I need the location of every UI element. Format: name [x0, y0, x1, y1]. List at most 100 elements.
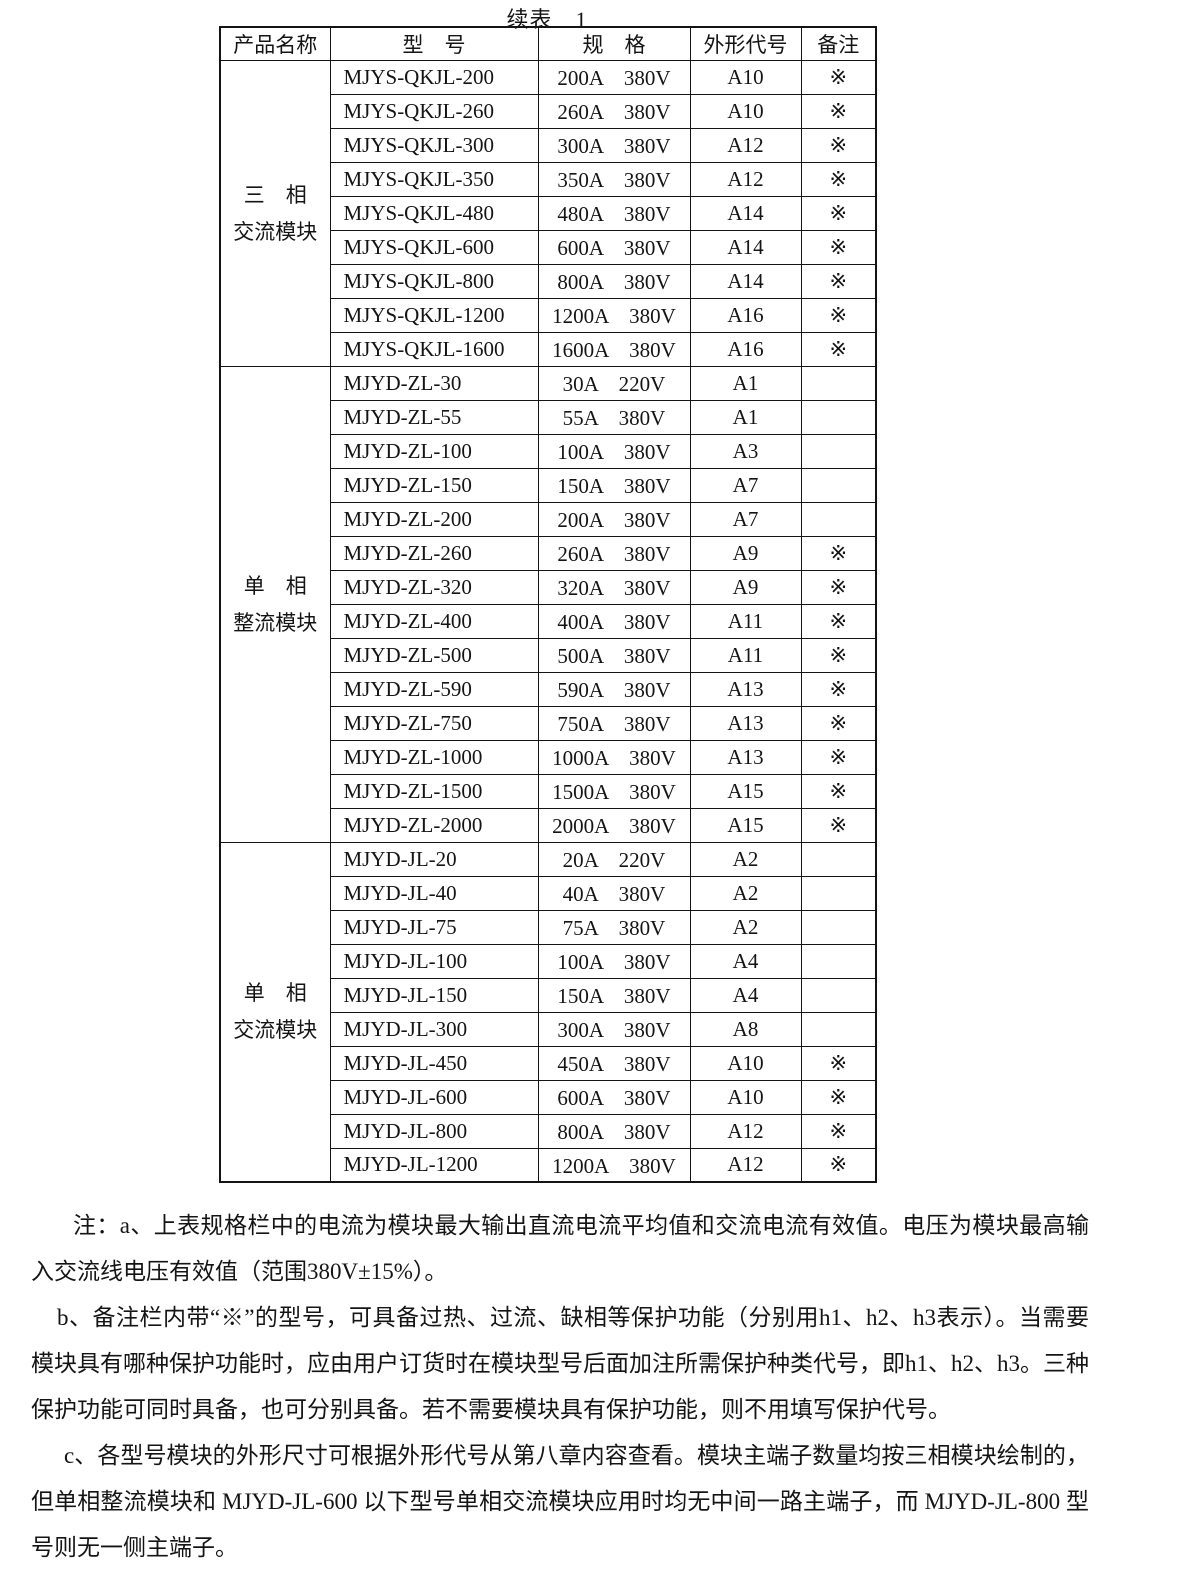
code-cell: A7	[689, 467, 802, 503]
spec-cell: 350A 380V	[537, 161, 691, 197]
code-cell: A2	[689, 841, 802, 877]
model-cell: MJYD-ZL-1500	[329, 773, 539, 809]
remark-cell: ※	[800, 637, 877, 673]
remark-cell: ※	[800, 671, 877, 707]
code-cell: A7	[689, 501, 802, 537]
table-row: MJYS-QKJL-480 480A 380V A14 ※	[220, 195, 877, 231]
table-header-row: 产品名称 型 号 规 格 外形代号 备注	[219, 26, 877, 61]
code-cell: A12	[689, 161, 802, 197]
spec-cell: 800A 380V	[537, 263, 691, 299]
remark-cell: ※	[800, 229, 877, 265]
product-group-name-line: 交流模块	[233, 1018, 318, 1043]
model-cell: MJYD-JL-300	[329, 1011, 539, 1047]
remark-cell	[800, 399, 877, 435]
model-cell: MJYD-JL-75	[329, 909, 539, 945]
spec-cell: 260A 380V	[537, 535, 691, 571]
model-cell: MJYS-QKJL-1600	[329, 331, 539, 367]
table-row: MJYS-QKJL-1200 1200A 380V A16 ※	[220, 297, 877, 333]
product-table-body: 三 相交流模块 MJYS-QKJL-200 200A 380V A10 ※ MJYS-QK…	[219, 59, 877, 1183]
code-cell: A9	[689, 569, 802, 605]
spec-cell: 2000A 380V	[537, 807, 691, 843]
remark-cell: ※	[800, 297, 877, 333]
table-row: MJYD-ZL-200 200A 380V A7	[220, 501, 877, 537]
table-row: 单 相整流模块 MJYD-ZL-30 30A 220V A1	[219, 365, 877, 843]
spec-cell: 800A 380V	[537, 1113, 691, 1149]
model-cell: MJYS-QKJL-260	[329, 93, 539, 129]
model-cell: MJYD-ZL-30	[329, 365, 539, 401]
column-header-model: 型 号	[329, 26, 539, 61]
code-cell: A10	[689, 1045, 802, 1081]
table-row: MJYD-ZL-1000 1000A 380V A13 ※	[220, 739, 877, 775]
model-cell: MJYS-QKJL-200	[329, 59, 539, 95]
table-row: MJYD-ZL-750 750A 380V A13 ※	[220, 705, 877, 741]
model-cell: MJYD-ZL-55	[329, 399, 539, 435]
code-cell: A14	[689, 263, 802, 299]
spec-cell: 600A 380V	[537, 229, 691, 265]
spec-cell: 300A 380V	[537, 1011, 691, 1047]
product-group-label: 单 相整流模块	[219, 365, 331, 843]
column-header-shape-code: 外形代号	[689, 26, 802, 61]
column-header-product-name: 产品名称	[219, 26, 331, 61]
code-cell: A10	[689, 1079, 802, 1115]
remark-cell: ※	[800, 93, 877, 129]
model-cell: MJYS-QKJL-800	[329, 263, 539, 299]
model-cell: MJYD-ZL-150	[329, 467, 539, 503]
note-paragraph: b、备注栏内带“※”的型号，可具备过热、过流、缺相等保护功能（分别用h1、h2、…	[31, 1305, 1089, 1422]
table-row: MJYD-JL-450 450A 380V A10 ※	[220, 1045, 877, 1081]
model-cell: MJYD-JL-150	[329, 977, 539, 1013]
remark-cell: ※	[800, 161, 877, 197]
code-cell: A14	[689, 195, 802, 231]
code-cell: A2	[689, 909, 802, 945]
table-row: MJYD-ZL-100 100A 380V A3	[220, 433, 877, 469]
remark-cell: ※	[800, 705, 877, 741]
remark-cell: ※	[800, 535, 877, 571]
spec-cell: 1200A 380V	[537, 297, 691, 333]
table-row: MJYD-JL-40 40A 380V A2	[220, 875, 877, 911]
remark-cell: ※	[800, 773, 877, 809]
table-row: MJYD-JL-1200 1200A 380V A12 ※	[220, 1147, 877, 1183]
code-cell: A12	[689, 1147, 802, 1183]
spec-cell: 300A 380V	[537, 127, 691, 163]
model-cell: MJYD-JL-40	[329, 875, 539, 911]
code-cell: A14	[689, 229, 802, 265]
code-cell: A15	[689, 773, 802, 809]
spec-cell: 1600A 380V	[537, 331, 691, 367]
remark-cell	[800, 467, 877, 503]
model-cell: MJYD-ZL-500	[329, 637, 539, 673]
code-cell: A8	[689, 1011, 802, 1047]
table-row: MJYD-ZL-55 55A 380V A1	[220, 399, 877, 435]
remark-cell	[800, 1011, 877, 1047]
product-group-name-line: 整流模块	[233, 610, 318, 635]
product-group-name-line: 交流模块	[233, 219, 318, 244]
spec-cell: 600A 380V	[537, 1079, 691, 1115]
remark-cell: ※	[800, 603, 877, 639]
model-cell: MJYS-QKJL-350	[329, 161, 539, 197]
model-cell: MJYD-ZL-200	[329, 501, 539, 537]
remark-cell: ※	[800, 739, 877, 775]
table-row: MJYD-JL-150 150A 380V A4	[220, 977, 877, 1013]
spec-cell: 400A 380V	[537, 603, 691, 639]
remark-cell: ※	[800, 195, 877, 231]
note-paragraph: c、各型号模块的外形尺寸可根据外形代号从第八章内容查看。模块主端子数量均按三相模…	[31, 1443, 1089, 1560]
remark-cell: ※	[800, 331, 877, 367]
remark-cell	[800, 365, 877, 401]
product-group-name-line: 三 相	[243, 182, 307, 207]
product-group-label: 三 相交流模块	[219, 59, 331, 367]
remark-cell: ※	[800, 569, 877, 605]
remark-cell	[800, 977, 877, 1013]
model-cell: MJYS-QKJL-600	[329, 229, 539, 265]
table-row: MJYD-ZL-400 400A 380V A11 ※	[220, 603, 877, 639]
product-group-label: 单 相交流模块	[219, 841, 331, 1183]
remark-cell	[800, 433, 877, 469]
remark-cell	[800, 943, 877, 979]
code-cell: A10	[689, 93, 802, 129]
code-cell: A1	[689, 365, 802, 401]
code-cell: A13	[689, 739, 802, 775]
notes-section: 注：a、上表规格栏中的电流为模块最大输出直流电流平均值和交流电流有效值。电压为模…	[31, 1203, 1089, 1571]
spec-cell: 590A 380V	[537, 671, 691, 707]
spec-cell: 500A 380V	[537, 637, 691, 673]
table-row: MJYD-ZL-150 150A 380V A7	[220, 467, 877, 503]
model-cell: MJYD-ZL-100	[329, 433, 539, 469]
column-header-remark: 备注	[800, 26, 877, 61]
model-cell: MJYD-JL-600	[329, 1079, 539, 1115]
